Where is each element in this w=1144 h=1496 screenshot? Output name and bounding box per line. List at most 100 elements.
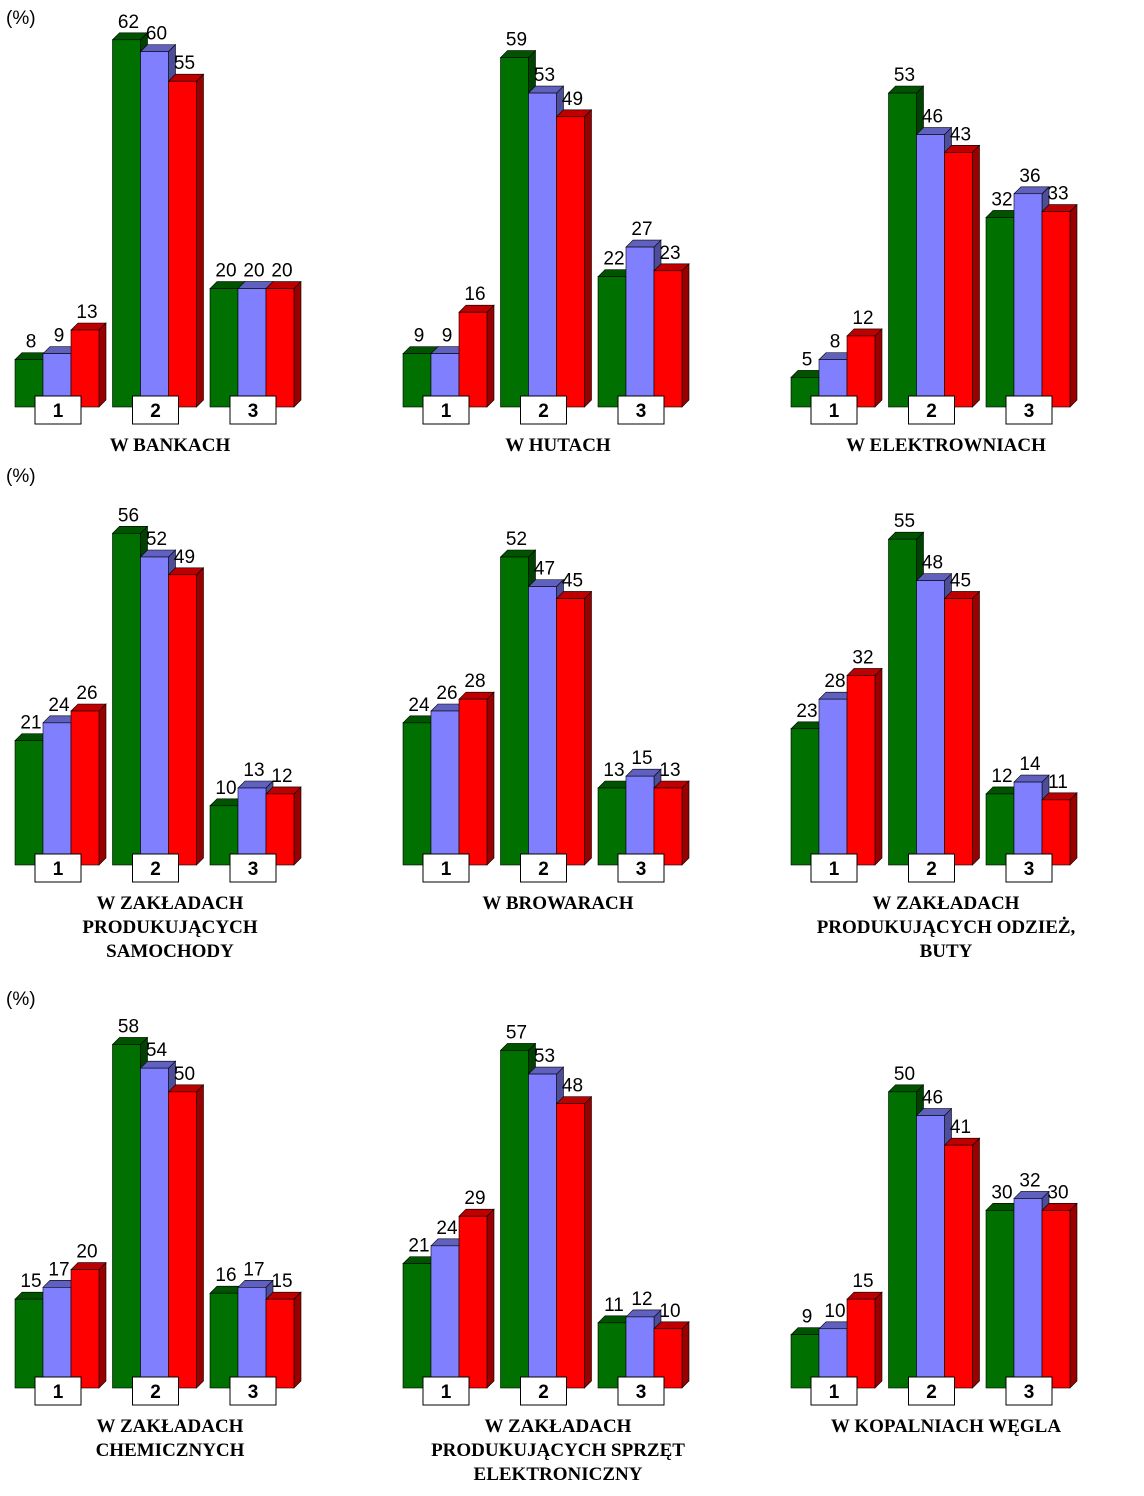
bar [402,1263,432,1389]
value-label: 53 [894,65,915,86]
category-box [229,853,277,883]
value-label: 50 [174,1064,195,1085]
value-label: 13 [243,760,264,781]
category-box [132,395,179,425]
bar [237,1287,267,1389]
category-box [422,395,470,425]
bar [597,276,627,408]
value-label: 15 [631,748,652,769]
bar [528,586,557,866]
bar [112,39,141,408]
bar [985,793,1015,866]
bar [265,793,295,866]
bar [70,329,100,408]
x-tick-label: 2 [150,1382,161,1403]
value-label: 10 [659,1301,680,1322]
bar-side [681,263,690,408]
value-label: 47 [534,559,555,580]
value-label: 17 [48,1259,69,1280]
value-label: 26 [436,683,457,704]
category-box [810,853,858,883]
bar [402,722,432,866]
value-label: 32 [1019,1170,1040,1191]
bar-side [486,304,495,408]
value-label: 15 [271,1271,292,1292]
bar [500,57,529,408]
value-label: 23 [659,243,680,264]
bar-side [1069,792,1078,866]
value-label: 52 [146,529,167,550]
bar [458,311,488,408]
bar [556,1103,585,1389]
x-tick-label: 2 [926,1382,937,1403]
chart-title: W BANKACH [109,435,231,456]
value-label: 15 [20,1271,41,1292]
bar [265,1298,295,1389]
value-label: 8 [26,332,37,353]
value-label: 56 [118,505,139,526]
x-tick-label: 2 [538,1382,549,1403]
value-label: 53 [534,65,555,86]
bar [985,217,1015,408]
category-box [617,395,665,425]
bar [237,787,267,866]
value-label: 60 [146,24,167,45]
bar [916,134,945,408]
bar [458,698,488,866]
category-box [132,853,179,883]
value-label: 8 [830,332,841,353]
value-label: 20 [243,261,264,282]
bar [944,1144,973,1389]
category-box [34,1376,82,1406]
value-label: 45 [562,570,583,591]
bar [846,1298,876,1389]
category-box [34,395,82,425]
bar [597,787,627,866]
bar [528,92,557,408]
bar-side [98,703,107,866]
bar [888,92,917,408]
x-tick-label: 1 [441,859,452,880]
value-label: 9 [54,326,65,347]
bar [653,787,683,866]
chart-title: W BROWARACH [482,893,634,914]
x-tick-label: 3 [248,859,259,880]
value-label: 9 [442,326,453,347]
x-tick-label: 2 [538,401,549,422]
bar-side [196,73,204,408]
bar [916,580,945,866]
bar [1041,799,1071,866]
bar [944,152,973,408]
value-label: 13 [76,302,97,323]
x-tick-label: 1 [53,1382,64,1403]
value-label: 45 [950,570,971,591]
chart-title: W ZAKŁADACH PRODUKUJĄCYCH SPRZĘT ELEKTRO… [431,1416,685,1485]
unit-label: (%) [6,8,36,29]
bar [1013,781,1043,866]
value-label: 32 [852,647,873,668]
bar [846,675,876,866]
value-label: 55 [174,53,195,74]
category-box [1005,395,1053,425]
category-box [422,853,470,883]
value-label: 12 [631,1289,652,1310]
category-box [520,1376,567,1406]
x-tick-label: 3 [636,401,647,422]
bar [70,710,100,866]
x-tick-label: 1 [829,401,840,422]
value-label: 52 [506,529,527,550]
value-label: 10 [215,778,236,799]
x-tick-label: 3 [1024,401,1035,422]
value-label: 22 [603,249,624,270]
x-tick-label: 3 [1024,1382,1035,1403]
value-label: 27 [631,219,652,240]
category-box [908,395,955,425]
chart-title: W ELEKTROWNIACH [846,435,1046,456]
value-label: 11 [1048,772,1068,793]
value-label: 43 [950,124,971,145]
chart-title: W ZAKŁADACH CHEMICZNYCH [95,1416,245,1461]
bar [42,1287,72,1389]
bar [1041,1210,1071,1389]
value-label: 11 [604,1295,624,1316]
bar-side [972,144,980,408]
